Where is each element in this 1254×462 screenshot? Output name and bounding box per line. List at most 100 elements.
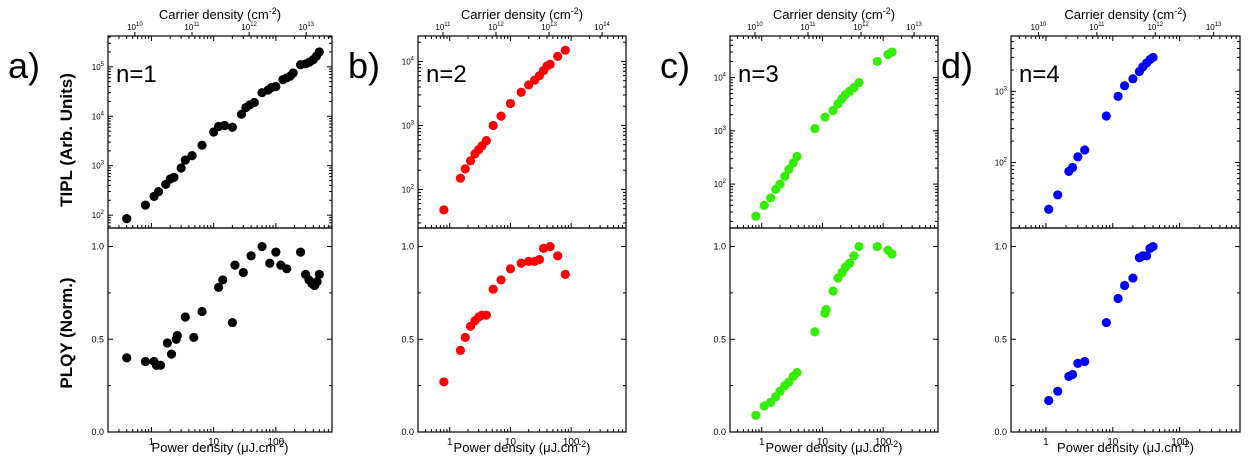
tipl-y-tick-label: 103: [714, 126, 727, 136]
plqy-plot-frame: [417, 227, 627, 433]
tipl-data-point: [169, 172, 179, 183]
tipl-y-tick-exp: 3: [101, 161, 105, 167]
tipl-data-point: [1119, 81, 1130, 91]
tipl-y-tick-label: 102: [92, 210, 105, 220]
top-tick-label: 1011: [435, 22, 451, 32]
top-axis-title-sup: -2: [269, 6, 277, 16]
x-axis-title-close: ): [284, 440, 288, 455]
plqy-data-point: [545, 241, 555, 252]
top-axis-title: Carrier density (cm-2): [773, 6, 895, 22]
tipl-data-point: [1128, 74, 1138, 84]
tipl-y-tick-base: 10: [92, 211, 101, 220]
x-axis-title-sup: -2: [276, 439, 284, 449]
tipl-data-point: [751, 211, 761, 221]
plqy-data-point: [155, 360, 166, 370]
top-axis-title-close: ): [891, 7, 895, 22]
tipl-data-point: [759, 200, 769, 210]
top-tick-label: 1012: [241, 22, 257, 32]
top-tick-exp: 11: [193, 22, 200, 28]
tipl-y-tick-base: 10: [92, 112, 101, 121]
plqy-data-point: [1113, 293, 1123, 304]
plqy-plot-frame: [107, 227, 333, 433]
top-tick-base: 10: [241, 23, 250, 32]
tipl-data-point: [1053, 190, 1063, 200]
top-tick-label: 1012: [488, 22, 504, 32]
tipl-data-point: [176, 163, 186, 173]
x-tick-label: 100: [875, 437, 892, 448]
plqy-data-point: [854, 241, 864, 252]
tipl-data-point: [887, 47, 897, 57]
top-tick-label: 1011: [800, 22, 816, 32]
plqy-data-point: [122, 353, 132, 363]
top-axis-title-sup: -2: [883, 6, 891, 16]
tipl-data-point: [1148, 52, 1158, 63]
top-tick-exp: 11: [444, 22, 451, 28]
top-axis-title: Carrier density (cm-2): [1064, 6, 1186, 22]
tipl-data-point: [227, 122, 237, 132]
tipl-data-point: [180, 155, 190, 165]
top-tick-exp: 10: [136, 22, 143, 28]
top-tick-base: 10: [1031, 23, 1040, 32]
tipl-y-tick-label: 103: [995, 86, 1008, 96]
panel-label: d): [941, 45, 973, 86]
plqy-y-tick-label: 0.0: [401, 427, 414, 437]
x-tick-label: 1: [447, 437, 453, 448]
plqy-y-tick-label: 1.0: [994, 242, 1007, 252]
tipl-y-tick-exp: 2: [1004, 157, 1008, 163]
tipl-y-tick-exp: 4: [411, 56, 415, 62]
plqy-data-point: [1128, 273, 1138, 283]
plqy-y-tick-label: 1.0: [401, 242, 414, 252]
plqy-data-point: [1141, 251, 1152, 261]
plqy-data-point: [516, 258, 526, 268]
top-tick-label: 1011: [1089, 22, 1105, 32]
tipl-y-tick-label: 104: [714, 72, 727, 82]
top-axis-title: Carrier density (cm-2): [159, 6, 281, 22]
top-axis-title-text: Carrier density (cm: [159, 7, 269, 22]
tipl-y-tick-exp: 2: [723, 179, 727, 185]
tipl-y-tick-base: 10: [402, 121, 411, 130]
top-axis-title-close: ): [579, 7, 583, 22]
top-tick-exp: 12: [862, 22, 869, 28]
tipl-data-point: [854, 78, 864, 88]
tipl-data-point: [122, 214, 132, 224]
plqy-data-point: [230, 260, 240, 270]
tipl-data-point: [553, 51, 563, 62]
plqy-y-tick-label: 0.5: [994, 334, 1007, 344]
x-tick-label: 10: [505, 437, 517, 448]
panel-label: b): [348, 45, 380, 86]
top-axis-title-sup: -2: [1174, 6, 1182, 16]
plqy-data-point: [792, 368, 802, 378]
tipl-data-point: [481, 136, 491, 146]
plqy-data-point: [166, 349, 177, 359]
plqy-data-point: [1148, 241, 1158, 252]
top-tick-base: 10: [747, 23, 756, 32]
top-tick-label: 1011: [184, 22, 200, 32]
plqy-data-point: [845, 258, 855, 268]
top-axis-title-sup: -2: [571, 6, 579, 16]
plqy-data-point: [180, 312, 190, 322]
series-annotation: n=3: [738, 61, 779, 88]
plqy-data-point: [238, 267, 248, 278]
x-axis-title-close: ): [898, 440, 902, 455]
tipl-data-point: [766, 193, 776, 203]
top-tick-base: 10: [853, 23, 862, 32]
tipl-y-tick-label: 102: [402, 184, 415, 194]
tipl-data-point: [455, 173, 466, 183]
top-tick-label: 1012: [1147, 22, 1163, 32]
tipl-data-point: [1067, 162, 1078, 173]
top-tick-exp: 11: [809, 22, 816, 28]
plqy-data-point: [213, 282, 224, 292]
plqy-data-point: [1053, 386, 1063, 396]
top-tick-base: 10: [435, 23, 444, 32]
tipl-data-point: [1080, 145, 1090, 155]
tipl-y-tick-base: 10: [402, 57, 411, 66]
tipl-y-tick-exp: 5: [101, 62, 105, 68]
tipl-y-tick-base: 10: [92, 162, 101, 171]
top-axis-title: Carrier density (cm-2): [461, 6, 583, 22]
tipl-data-point: [460, 164, 470, 174]
tipl-data-point: [810, 123, 820, 134]
x-tick-label: 100: [563, 437, 580, 448]
